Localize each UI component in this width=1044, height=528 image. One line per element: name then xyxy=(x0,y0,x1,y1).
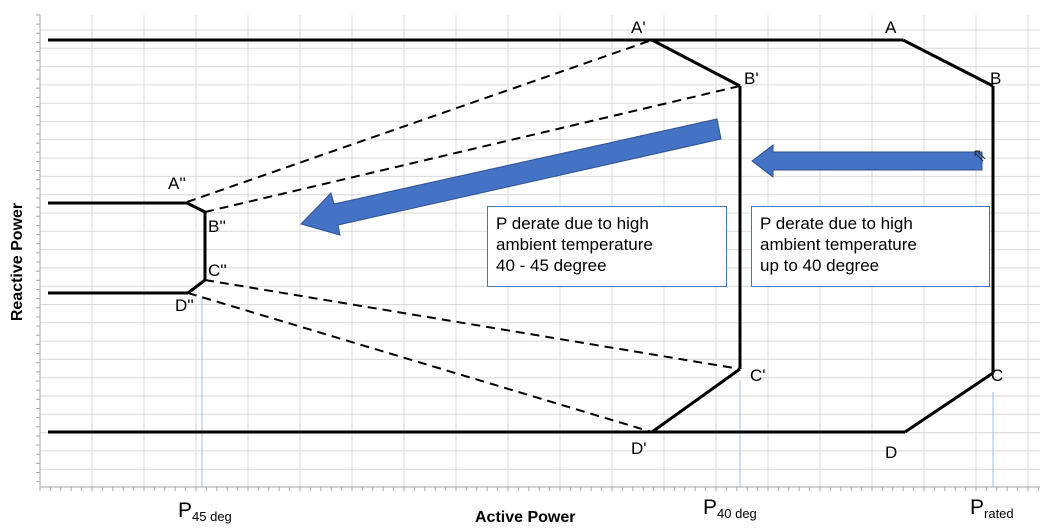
p-rated-label: Prated xyxy=(970,496,1014,521)
note-left-line-3: 40 - 45 degree xyxy=(496,256,607,275)
point-label-b2: B'' xyxy=(208,217,226,236)
dash-a2-a1 xyxy=(186,39,653,203)
point-label-c2: C'' xyxy=(208,261,227,280)
note-right-line-2: ambient temperature xyxy=(760,235,917,254)
arrow-40deg-icon xyxy=(751,143,983,179)
point-label-b: B xyxy=(990,69,1002,88)
point-label-c: C xyxy=(991,366,1004,385)
point-label-d: D xyxy=(885,443,898,462)
segment-c2-d2 xyxy=(187,278,206,295)
dash-b2-b1 xyxy=(204,85,741,213)
guide-lines xyxy=(201,296,994,487)
envelope-45deg xyxy=(48,201,207,295)
p-40-deg-label: P40 deg xyxy=(703,496,757,521)
note-left-line-2: ambient temperature xyxy=(496,235,653,254)
point-label-c1: C' xyxy=(750,366,766,385)
point-label-d1: D' xyxy=(631,439,647,458)
x-axis-title: Active Power xyxy=(475,509,576,526)
envelope-40deg xyxy=(651,38,742,434)
segment-c1-d1 xyxy=(651,367,741,434)
note-left-line-1: P derate due to high xyxy=(496,214,649,233)
dash-d2-d1 xyxy=(187,292,653,433)
derate-arrows xyxy=(300,118,983,236)
y-axis-title: Reactive Power xyxy=(9,202,26,322)
note-right-line-3: up to 40 degree xyxy=(760,256,880,275)
arrow-45deg-icon xyxy=(300,118,722,236)
note-40-45-degree: P derate due to high ambient temperature… xyxy=(487,206,727,287)
point-label-a1: A' xyxy=(631,18,646,37)
point-label-d2: D'' xyxy=(175,296,194,315)
dash-c2-c1 xyxy=(204,279,741,370)
point-label-a2: A'' xyxy=(168,174,186,193)
note-up-to-40-degree: P derate due to high ambient temperature… xyxy=(751,206,990,287)
rated-envelope xyxy=(48,38,995,434)
segment-a-b xyxy=(902,38,994,88)
segment-a2-b2 xyxy=(186,201,206,214)
dashed-connectors xyxy=(186,39,741,433)
segment-a1-b1 xyxy=(651,38,741,88)
note-right-line-1: P derate due to high xyxy=(760,214,913,233)
p-45-deg-label: P45 deg xyxy=(178,499,232,524)
point-label-a: A xyxy=(885,18,897,37)
mouse-pointer-icon: ⇖ xyxy=(972,145,988,166)
point-label-b1: B' xyxy=(744,69,759,88)
segment-c-d xyxy=(904,371,994,434)
